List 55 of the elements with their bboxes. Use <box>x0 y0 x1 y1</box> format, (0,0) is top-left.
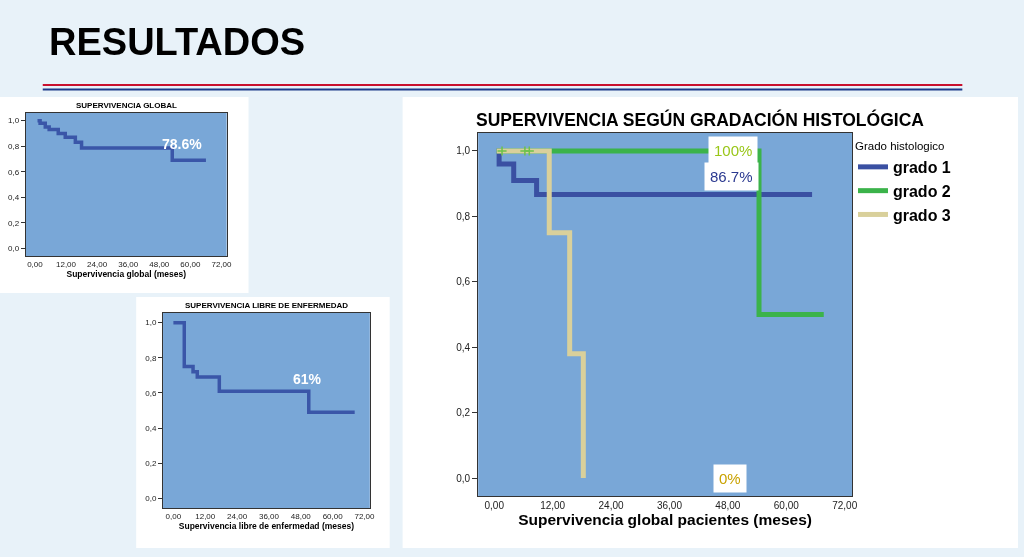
x-tick-label: 12,00 <box>55 259 77 269</box>
y-tick-label: 0,6 <box>456 276 471 288</box>
y-tick-label: 0,4 <box>8 193 20 203</box>
legend-title: Grado histologico <box>854 139 945 152</box>
x-tick-label: 12,00 <box>540 500 566 511</box>
annotation: 86.7% <box>710 168 753 185</box>
y-tick-label: 0,8 <box>456 210 471 222</box>
annotation: 100% <box>714 142 753 159</box>
annotation: 61% <box>293 371 322 387</box>
x-tick-label: 36,00 <box>656 500 683 511</box>
x-tick-label: 36,00 <box>258 511 280 521</box>
x-tick-label: 12,00 <box>195 511 216 521</box>
chart-title: SUPERVIVENCIA LIBRE DE ENFERMEDAD <box>185 301 349 310</box>
y-tick-label: 0,6 <box>8 167 20 177</box>
y-tick-label: 0,8 <box>145 353 157 363</box>
legend-label: grado 2 <box>892 182 951 200</box>
x-tick-label: 72,00 <box>832 500 858 511</box>
x-tick-label: 48,00 <box>149 259 170 269</box>
y-tick-label: 0,2 <box>456 407 471 419</box>
annotation: 78.6% <box>162 136 203 152</box>
x-tick-label: 24,00 <box>598 500 624 511</box>
y-tick-label: 1,0 <box>456 145 471 157</box>
x-tick-label: 24,00 <box>227 511 248 521</box>
y-tick-label: 0,4 <box>145 423 157 433</box>
x-tick-label: 0,00 <box>27 259 44 269</box>
x-tick-label: 60,00 <box>773 500 800 511</box>
x-tick-label: 60,00 <box>322 511 344 521</box>
y-tick-label: 1,0 <box>8 116 20 126</box>
x-tick-label: 48,00 <box>715 500 741 511</box>
legend-label: grado 1 <box>892 159 951 177</box>
y-tick-label: 1,0 <box>145 318 157 328</box>
x-axis-title: Supervivencia global pacientes (meses) <box>518 511 812 529</box>
y-tick-label: 0,4 <box>456 341 471 353</box>
chart-title: SUPERVIVENCIA SEGÚN GRADACIÓN HISTOLÓGICA <box>476 109 925 130</box>
x-tick-label: 72,00 <box>354 511 376 521</box>
text: RESULTADOS <box>49 21 306 63</box>
y-tick-label: 0,2 <box>145 459 157 468</box>
x-tick-label: 0,00 <box>484 500 505 511</box>
chart-title: SUPERVIVENCIA GLOBAL <box>76 101 178 110</box>
x-tick-label: 24,00 <box>87 259 108 269</box>
x-tick-label: 0,00 <box>165 511 182 521</box>
y-tick-label: 0,6 <box>145 388 157 398</box>
y-tick-label: 0,0 <box>145 494 157 504</box>
x-tick-label: 36,00 <box>118 259 139 269</box>
y-tick-label: 0,0 <box>8 244 20 254</box>
annotation: 0% <box>719 470 741 487</box>
x-tick-label: 48,00 <box>290 511 312 521</box>
y-tick-label: 0,8 <box>8 142 20 151</box>
legend-label: grado 3 <box>892 206 951 224</box>
x-axis-title: Supervivencia libre de enfermedad (meses) <box>178 521 355 532</box>
x-tick-label: 60,00 <box>180 259 201 269</box>
x-axis-title: Supervivencia global (meses) <box>66 269 187 280</box>
y-tick-label: 0,0 <box>456 472 471 484</box>
y-tick-label: 0,2 <box>8 218 20 228</box>
x-tick-label: 72,00 <box>211 259 233 269</box>
